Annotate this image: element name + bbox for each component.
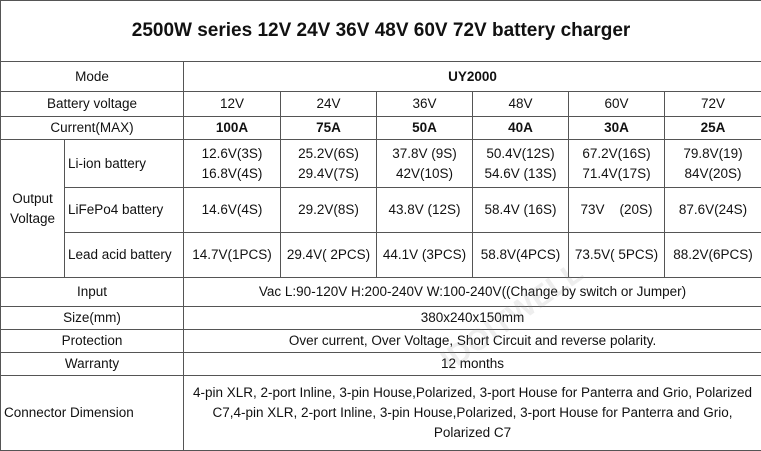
output-voltage: 73.5V( 5PCS) [569, 233, 665, 278]
cell-line: 79.8V(19) [666, 144, 760, 164]
cell-line: 73V (20S) [570, 200, 663, 220]
spec-value: 380x240x150mm [184, 307, 761, 330]
output-voltage: 25.2V(6S)29.4V(7S) [281, 140, 377, 188]
cell-line: 14.7V(1PCS) [185, 245, 279, 265]
output-voltage: 67.2V(16S)71.4V(17S) [569, 140, 665, 188]
sub-label: LiFePo4 battery [65, 188, 184, 233]
cell-line: 14.6V(4S) [185, 200, 279, 220]
table-row: 2500W series 12V 24V 36V 48V 60V 72V bat… [1, 1, 761, 62]
voltage: 36V [377, 92, 473, 117]
row-label: Warranty [1, 353, 184, 376]
cell-line: 25.2V(6S) [282, 144, 375, 164]
output-voltage: 73V (20S) [569, 188, 665, 233]
row-label: Battery voltage [1, 92, 184, 117]
output-voltage: 29.4V( 2PCS) [281, 233, 377, 278]
cell-line: 43.8V (12S) [378, 200, 471, 220]
cell-line: 87.6V(24S) [666, 200, 760, 220]
cell-line: 58.8V(4PCS) [474, 245, 567, 265]
spec-value: 12 months [184, 353, 761, 376]
output-voltage: 29.2V(8S) [281, 188, 377, 233]
row-label: Size(mm) [1, 307, 184, 330]
current: 40A [473, 117, 569, 140]
sub-label: Li-ion battery [65, 140, 184, 188]
cell-line: 58.4V (16S) [474, 200, 567, 220]
mode-value: UY2000 [184, 62, 761, 92]
voltage: 72V [665, 92, 761, 117]
current: 75A [281, 117, 377, 140]
title: 2500W series 12V 24V 36V 48V 60V 72V bat… [1, 1, 761, 62]
cell-line: 16.8V(4S) [185, 164, 279, 184]
output-voltage: 88.2V(6PCS) [665, 233, 761, 278]
cell-line: 88.2V(6PCS) [666, 245, 760, 265]
voltage: 12V [184, 92, 281, 117]
cell-line: 42V(10S) [378, 164, 471, 184]
cell-line: 67.2V(16S) [570, 144, 663, 164]
voltage: 60V [569, 92, 665, 117]
spec-value: Vac L:90-120V H:200-240V W:100-240V((Cha… [184, 278, 761, 307]
row-label: Protection [1, 330, 184, 353]
row-label: Connector Dimension [1, 376, 184, 451]
cell-line: 37.8V (9S) [378, 144, 471, 164]
table-row: Size(mm)380x240x150mm [1, 307, 761, 330]
cell-line: 50.4V(12S) [474, 144, 567, 164]
output-voltage: 14.7V(1PCS) [184, 233, 281, 278]
row-label: Output Voltage [1, 140, 65, 278]
output-voltage: 79.8V(19)84V(20S) [665, 140, 761, 188]
voltage: 24V [281, 92, 377, 117]
output-voltage: 58.8V(4PCS) [473, 233, 569, 278]
output-voltage: 87.6V(24S) [665, 188, 761, 233]
output-voltage: 43.8V (12S) [377, 188, 473, 233]
voltage: 48V [473, 92, 569, 117]
spec-value: Over current, Over Voltage, Short Circui… [184, 330, 761, 353]
output-voltage: 44.1V (3PCS) [377, 233, 473, 278]
cell-line: 54.6V (13S) [474, 164, 567, 184]
output-voltage: 50.4V(12S)54.6V (13S) [473, 140, 569, 188]
current: 50A [377, 117, 473, 140]
cell-line: 29.4V( 2PCS) [282, 245, 375, 265]
cell-line: 12.6V(3S) [185, 144, 279, 164]
cell-line: 71.4V(17S) [570, 164, 663, 184]
row-label: Current(MAX) [1, 117, 184, 140]
row-label: Input [1, 278, 184, 307]
current: 30A [569, 117, 665, 140]
sub-label: Lead acid battery [65, 233, 184, 278]
output-voltage: 37.8V (9S)42V(10S) [377, 140, 473, 188]
cell-line: 29.2V(8S) [282, 200, 375, 220]
row-label: Mode [1, 62, 184, 92]
current: 25A [665, 117, 761, 140]
output-voltage: 12.6V(3S)16.8V(4S) [184, 140, 281, 188]
cell-line: 73.5V( 5PCS) [570, 245, 663, 265]
output-voltage: 58.4V (16S) [473, 188, 569, 233]
current: 100A [184, 117, 281, 140]
cell-line: 29.4V(7S) [282, 164, 375, 184]
spec-value: 4-pin XLR, 2-port Inline, 3-pin House,Po… [184, 376, 761, 451]
output-voltage: 14.6V(4S) [184, 188, 281, 233]
cell-line: 44.1V (3PCS) [378, 245, 471, 265]
cell-line: 84V(20S) [666, 164, 760, 184]
